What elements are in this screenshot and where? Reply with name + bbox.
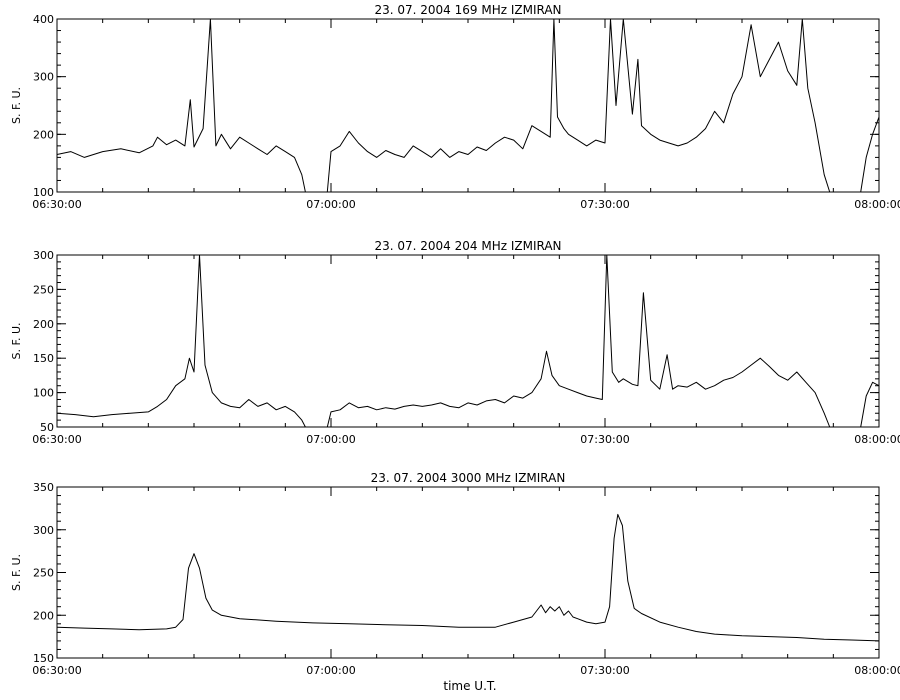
x-tick-label: 06:30:00	[32, 433, 81, 446]
y-tick-label: 300	[33, 524, 54, 537]
chart-title: 23. 07. 2004 204 MHz IZMIRAN	[374, 239, 561, 253]
plot-frame	[56, 18, 880, 193]
x-tick-label: 07:00:00	[306, 664, 355, 677]
plot-frame	[56, 486, 880, 659]
panel-3000mhz: 23. 07. 2004 3000 MHz IZMIRAN S. F. U. 150…	[10, 471, 900, 677]
y-tick-label: 350	[33, 481, 54, 494]
panel-169mhz: 23. 07. 2004 169 MHz IZMIRAN S. F. U. 100 2…	[10, 3, 900, 211]
y-axis-label: S. F. U.	[10, 87, 23, 124]
plot-frame	[56, 254, 880, 428]
x-tick-label: 07:30:00	[580, 664, 629, 677]
y-tick-label: 300	[33, 71, 54, 84]
x-tick-label: 07:00:00	[306, 198, 355, 211]
y-tick-label: 200	[33, 128, 54, 141]
y-axis-label: S. F. U.	[10, 322, 23, 359]
series-line	[56, 254, 880, 428]
x-tick-label: 08:00:00	[854, 433, 900, 446]
x-tick-label: 08:00:00	[854, 664, 900, 677]
series-line	[56, 513, 880, 642]
y-tick-label: 50	[40, 421, 54, 434]
panel-204mhz: 23. 07. 2004 204 MHz IZMIRAN S. F. U. 50 10…	[10, 239, 900, 446]
y-tick-label: 200	[33, 609, 54, 622]
y-tick-label: 400	[33, 13, 54, 26]
y-tick-label: 250	[33, 567, 54, 580]
y-tick-label: 300	[33, 249, 54, 262]
x-tick-label: 08:00:00	[854, 198, 900, 211]
x-tick-label: 06:30:00	[32, 664, 81, 677]
x-tick-label: 06:30:00	[32, 198, 81, 211]
y-tick-label: 150	[33, 352, 54, 365]
x-tick-label: 07:00:00	[306, 433, 355, 446]
y-tick-label: 100	[33, 186, 54, 199]
series-line	[56, 18, 880, 193]
x-axis-label: time U.T.	[443, 679, 496, 693]
y-tick-label: 150	[33, 652, 54, 665]
y-tick-label: 250	[33, 283, 54, 296]
x-tick-label: 07:30:00	[580, 433, 629, 446]
x-tick-label: 07:30:00	[580, 198, 629, 211]
chart-title: 23. 07. 2004 3000 MHz IZMIRAN	[371, 471, 566, 485]
y-axis-label: S. F. U.	[10, 554, 23, 591]
chart-title: 23. 07. 2004 169 MHz IZMIRAN	[374, 3, 561, 17]
y-tick-label: 200	[33, 318, 54, 331]
y-tick-label: 100	[33, 387, 54, 400]
